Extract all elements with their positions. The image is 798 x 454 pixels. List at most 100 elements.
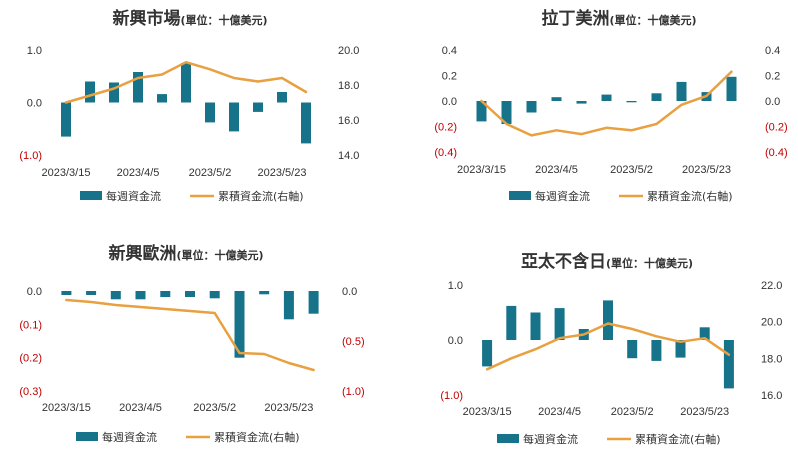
weekly-flow-bar <box>253 102 263 112</box>
x-axis-tick-label: 2023/5/23 <box>680 406 729 418</box>
x-axis-tick-label: 2023/3/15 <box>42 402 91 414</box>
chart-title-unit: (單位：十億美元) <box>180 13 267 27</box>
chart-title-main: 新興市場 <box>112 8 180 29</box>
x-axis-tick-label: 2023/5/2 <box>189 167 232 179</box>
legend-label-weekly: 每週資金流 <box>523 432 578 446</box>
left-axis-tick-label: 0.0 <box>27 286 42 298</box>
weekly-flow-bar <box>133 72 143 103</box>
right-axis-tick-label: (0.4) <box>765 147 788 159</box>
legend-label-weekly: 每週資金流 <box>102 430 157 444</box>
weekly-flow-bar <box>277 92 287 103</box>
chart-title: 新興市場(單位：十億美元) <box>112 8 267 29</box>
legend-label-cumulative: 累積資金流(右軸) <box>218 189 304 203</box>
weekly-flow-bar <box>185 291 195 297</box>
left-axis-tick-label: 1.0 <box>27 45 42 57</box>
right-axis-tick-label: 20.0 <box>761 317 782 329</box>
weekly-flow-bar <box>576 101 587 104</box>
x-axis-tick-label: 2023/5/23 <box>258 167 307 179</box>
weekly-flow-bar <box>482 340 493 367</box>
weekly-flow-bar <box>627 340 638 359</box>
left-axis-tick-label: 0.0 <box>27 98 42 110</box>
chart-asia-pacific-ex-japan: 亞太不含日(單位：十億美元) 1.0 0.0 (1.0) 22.0 20.0 18.0 16.… <box>440 251 782 446</box>
weekly-flow-bar <box>110 291 121 300</box>
right-axis-tick-label: 0.4 <box>765 45 780 57</box>
weekly-flow-bar <box>283 291 294 320</box>
chart-title: 亞太不含日(單位：十億美元) <box>521 251 693 272</box>
right-axis-tick-label: 18.0 <box>338 80 359 92</box>
weekly-flow-bar <box>626 101 637 103</box>
weekly-flow-bar <box>234 291 245 358</box>
chart-title-main: 拉丁美洲 <box>541 8 609 29</box>
weekly-flow-bar <box>308 291 319 314</box>
right-axis-tick-label: 16.0 <box>338 115 359 127</box>
right-axis-tick-label: 0.0 <box>342 286 357 298</box>
legend-swatch-bar <box>76 432 98 441</box>
chart-title-unit: (單位：十億美元) <box>176 248 263 262</box>
weekly-flow-bar <box>551 97 562 101</box>
legend-swatch-bar <box>509 191 531 200</box>
right-axis-tick-label: 16.0 <box>761 390 782 402</box>
weekly-flow-bar <box>61 291 72 295</box>
x-axis-tick-label: 2023/4/5 <box>117 167 160 179</box>
left-axis-tick-label: 0.0 <box>448 335 463 347</box>
x-axis-tick-label: 2023/4/5 <box>535 164 578 176</box>
chart-title: 新興歐洲(單位：十億美元) <box>108 243 263 264</box>
weekly-flow-bar <box>160 291 171 297</box>
right-axis-tick-label: 22.0 <box>761 280 782 292</box>
x-axis-tick-label: 2023/5/2 <box>193 402 236 414</box>
x-axis-tick-label: 2023/4/5 <box>119 402 162 414</box>
left-axis-tick-label: (0.2) <box>434 122 457 134</box>
chart-title-unit: (單位：十億美元) <box>606 256 693 270</box>
weekly-flow-bar <box>229 102 239 132</box>
left-axis-tick-label: (1.0) <box>440 390 463 402</box>
cumulative-flow-line <box>64 60 308 104</box>
right-axis-tick-label: (0.5) <box>342 336 365 348</box>
right-axis-tick-label: 18.0 <box>761 353 782 365</box>
right-axis-tick-label: 0.0 <box>765 96 780 108</box>
x-axis-tick-label: 2023/3/15 <box>463 406 512 418</box>
legend-label-cumulative: 累積資金流(右軸) <box>635 432 721 446</box>
left-axis-tick-label: (0.3) <box>19 386 42 398</box>
legend-label-cumulative: 累積資金流(右軸) <box>214 430 300 444</box>
weekly-flow-bar <box>209 291 220 299</box>
chart-latin-america: 拉丁美洲(單位：十億美元) 0.4 0.2 0.0 (0.2) (0.4) 0.4 0.2 0.… <box>434 8 788 203</box>
chart-title-unit: (單位：十億美元) <box>609 13 696 27</box>
weekly-flow-bar <box>675 340 686 358</box>
legend-label-weekly: 每週資金流 <box>106 189 161 203</box>
x-axis-tick-label: 2023/3/15 <box>42 167 91 179</box>
left-axis-tick-label: (0.2) <box>19 353 42 365</box>
left-axis-tick-label: 0.0 <box>442 96 457 108</box>
right-axis-tick-label: 0.2 <box>765 71 780 83</box>
cumulative-flow-line <box>485 322 731 371</box>
cumulative-flow-line <box>65 298 315 372</box>
weekly-flow-bar <box>506 305 517 340</box>
left-axis-tick-label: 1.0 <box>448 280 463 292</box>
weekly-flow-bar <box>530 312 541 340</box>
weekly-flow-bar <box>109 82 119 103</box>
right-axis-tick-label: 20.0 <box>338 45 359 57</box>
x-axis-tick-label: 2023/3/15 <box>457 164 506 176</box>
weekly-flow-bar <box>181 63 191 103</box>
weekly-flow-bar <box>61 102 71 137</box>
right-axis-tick-label: 14.0 <box>338 150 359 162</box>
chart-emerging-markets: 新興市場(單位：十億美元) 1.0 0.0 (1.0) 20.0 18.0 16.0 14.0… <box>19 8 359 203</box>
left-axis-tick-label: 0.4 <box>442 45 457 57</box>
weekly-flow-bar <box>157 94 167 103</box>
chart-title-main: 新興歐洲 <box>108 243 176 264</box>
x-axis-tick-label: 2023/4/5 <box>538 406 581 418</box>
x-axis-tick-label: 2023/5/2 <box>610 164 653 176</box>
x-axis-tick-label: 2023/5/2 <box>611 406 654 418</box>
weekly-flow-bar <box>699 327 710 340</box>
weekly-flow-bar <box>85 81 95 103</box>
weekly-flow-bar <box>135 291 146 300</box>
weekly-flow-bar <box>554 308 565 340</box>
left-axis-tick-label: (1.0) <box>19 150 42 162</box>
weekly-flow-bar <box>301 102 311 144</box>
weekly-flow-bar <box>526 101 537 113</box>
right-axis-tick-label: (0.2) <box>765 122 788 134</box>
cumulative-flow-line <box>480 70 733 137</box>
weekly-flow-bar <box>205 102 215 123</box>
weekly-flow-bar <box>723 340 734 389</box>
weekly-flow-bar <box>259 291 270 295</box>
